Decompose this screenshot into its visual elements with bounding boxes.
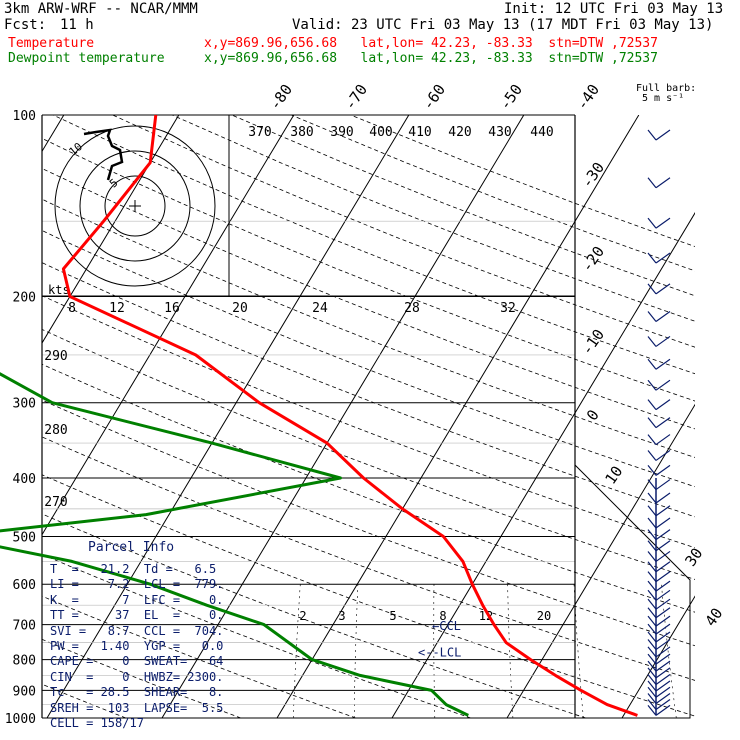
theta-tick-label: 390 — [330, 125, 353, 140]
hodograph-ring — [54, 125, 216, 287]
isotherm-tick-label: -40 — [573, 81, 603, 114]
hodograph-speed-label: 24 — [312, 301, 328, 316]
isotherm-line — [391, 212, 695, 718]
theta-tick-label: 440 — [530, 125, 553, 140]
forecast-label: Fcst: — [4, 17, 47, 33]
isotherm-line — [621, 595, 695, 718]
parcel-info-row: CELL = 158/17 — [50, 716, 144, 730]
isotherm-line — [46, 115, 410, 718]
mixing-ratio-line — [353, 584, 359, 718]
dewpoint-location: x,y=869.96,656.68 lat,lon= 42.23, -83.33… — [204, 51, 658, 66]
mixing-ratio-line — [433, 584, 436, 718]
pressure-tick-label: 200 — [13, 291, 36, 306]
forecast-hours: 11 h — [60, 17, 94, 33]
mixing-ratio-tick-label: 5 — [389, 609, 396, 623]
mixing-ratio-line — [661, 584, 677, 718]
hodograph-trace — [83, 128, 124, 181]
isotherm-tick-label: 40 — [701, 605, 726, 630]
isotherm-line — [42, 115, 180, 344]
hodograph-speed-label: 28 — [404, 301, 420, 316]
dry-adiabat-line — [231, 115, 695, 297]
isotherm-tick-label: -60 — [419, 81, 449, 114]
isotherm-line — [506, 403, 695, 718]
pressure-tick-label: 500 — [13, 530, 36, 545]
mixing-ratio-tick-label: 3 — [338, 609, 345, 623]
isotherm-tick-label: -30 — [578, 159, 608, 192]
dewpoint-legend-label: Dewpoint temperature — [8, 51, 165, 66]
theta-tick-label: 280 — [44, 423, 67, 438]
temperature-location: x,y=869.96,656.68 lat,lon= 42.23, -83.33… — [204, 36, 658, 51]
isotherm-tick-label: -70 — [341, 81, 371, 114]
dry-adiabat-line — [52, 115, 695, 375]
level-annotation: <--LCL — [418, 646, 461, 660]
parcel-info-row: SREH = 103 LAPSE= 5.5 — [50, 700, 224, 715]
dry-adiabat-line — [291, 115, 695, 272]
pressure-tick-label: 400 — [13, 472, 36, 487]
pressure-tick-label: 900 — [13, 684, 36, 699]
parcel-info-row: CIN = 0 HWBZ= 2300. — [50, 669, 224, 684]
pressure-tick-label: 800 — [13, 654, 36, 669]
hodograph-unit-label: kts — [48, 283, 70, 297]
theta-tick-label: 410 — [408, 125, 431, 140]
theta-tick-label: 380 — [290, 125, 313, 140]
dry-adiabat-line — [350, 115, 695, 247]
mixing-ratio-tick-label: 2 — [299, 609, 306, 623]
isotherm-line — [161, 115, 525, 718]
hodograph-speed-label: 8 — [68, 301, 76, 316]
parcel-info-title: Parcel Info — [88, 540, 175, 555]
isotherm-tick-label: 10 — [601, 463, 626, 488]
hodograph-speed-label: 16 — [164, 301, 180, 316]
plot-boundary — [574, 464, 691, 719]
pressure-tick-label: 600 — [13, 578, 36, 593]
pressure-tick-label: 700 — [13, 619, 36, 634]
theta-tick-label: 270 — [44, 495, 67, 510]
wind-barbs — [647, 129, 671, 716]
hodograph-speed-label: 20 — [232, 301, 248, 316]
parcel-info-row: Tc = 28.5 SHEAR= 8. — [50, 685, 224, 700]
isotherm-tick-label: 30 — [681, 545, 706, 570]
theta-tick-label: 290 — [44, 349, 67, 364]
mixing-ratio-line — [293, 584, 301, 718]
isotherm-line — [276, 115, 640, 718]
theta-tick-label: 420 — [448, 125, 471, 140]
theta-tick-label: 370 — [248, 125, 271, 140]
pressure-tick-label: 1000 — [5, 712, 36, 727]
hodograph-ring — [104, 175, 166, 237]
theta-tick-label: 430 — [488, 125, 511, 140]
isotherm-tick-label: -80 — [266, 81, 296, 114]
parcel-info-row: TT = 37 EL = 0. — [50, 608, 224, 623]
parcel-info-row: PW = 1.40 YGP = 0.0 — [50, 639, 224, 653]
init-time: Init: 12 UTC Fri 03 May 13 — [504, 1, 724, 17]
theta-tick-label: 400 — [369, 125, 392, 140]
model-title: 3km ARW-WRF -- NCAR/MMM — [4, 1, 198, 17]
parcel-info-row: LI = 7.2 LCL = 779. — [50, 577, 224, 592]
hodograph-speed-label: 12 — [109, 301, 125, 316]
isotherm-tick-label: -20 — [578, 243, 608, 276]
pressure-tick-label: 100 — [13, 109, 36, 124]
isotherm-tick-label: 0 — [583, 406, 603, 424]
parcel-info-row: CAPE = 0 SWEAT= 64 — [50, 654, 224, 669]
isotherm-tick-label: -10 — [578, 326, 608, 359]
mixing-ratio-tick-label: 8 — [439, 609, 446, 623]
parcel-info-row: T = 21.2 Td = 6.5 — [50, 562, 217, 576]
hodograph-ring — [79, 150, 191, 262]
barb-legend-units: 5 m s⁻¹ — [642, 93, 685, 104]
hodograph-ring-label: 5 — [107, 176, 120, 190]
mixing-ratio-tick-label: 20 — [537, 609, 551, 623]
parcel-info-row: SVI = 8.7 CCL = 704. — [50, 623, 224, 638]
temperature-legend-label: Temperature — [8, 36, 95, 51]
level-annotation: ←CCL — [432, 619, 461, 633]
mixing-ratio-line — [573, 584, 584, 718]
hodograph-speed-label: 32 — [500, 301, 516, 316]
valid-time: Valid: 23 UTC Fri 03 May 13 (17 MDT Fri … — [292, 17, 714, 33]
barb-legend-title: Full barb: — [636, 83, 697, 94]
isotherm-tick-label: -50 — [496, 81, 526, 114]
parcel-info-row: K = 7 LFC = 0. — [50, 592, 224, 607]
mixing-ratio-line — [507, 584, 514, 718]
pressure-tick-label: 300 — [13, 397, 36, 412]
hodograph-ring-label: 10 — [66, 140, 85, 158]
